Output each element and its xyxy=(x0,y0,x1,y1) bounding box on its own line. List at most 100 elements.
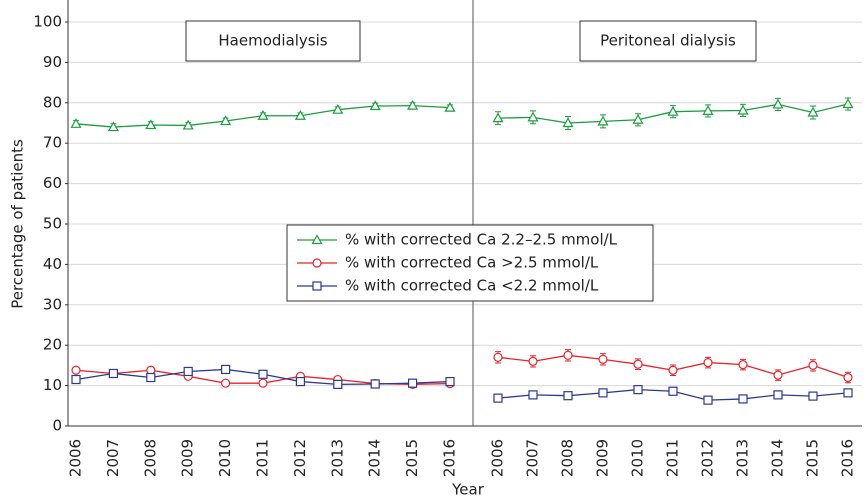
data-point xyxy=(258,378,268,388)
data-point xyxy=(370,379,380,389)
data-point xyxy=(738,394,748,404)
data-point xyxy=(369,100,381,111)
data-point xyxy=(221,378,231,388)
data-point xyxy=(702,105,714,115)
legend-marker xyxy=(311,234,323,245)
data-point xyxy=(71,365,81,375)
x-tick-label: 2014 xyxy=(769,439,787,477)
data-point xyxy=(703,357,713,368)
y-tick-label: 60 xyxy=(43,174,62,192)
data-point xyxy=(444,101,456,112)
y-tick-label: 90 xyxy=(43,53,62,71)
data-point xyxy=(843,372,853,383)
data-point xyxy=(145,119,157,130)
data-point xyxy=(808,391,818,401)
data-point xyxy=(71,374,81,385)
panel-title-box xyxy=(185,20,361,62)
data-point xyxy=(493,393,503,403)
data-point xyxy=(633,385,643,395)
data-point xyxy=(220,115,232,126)
data-point xyxy=(257,110,269,120)
data-point xyxy=(332,103,344,114)
x-tick-label: 2006 xyxy=(489,439,507,477)
data-point xyxy=(445,376,455,387)
legend-label: % with corrected Ca 2.2–2.5 mmol/L xyxy=(345,231,618,249)
y-tick-label: 20 xyxy=(43,336,62,354)
x-tick-label: 2013 xyxy=(734,439,752,477)
data-point xyxy=(668,365,678,375)
x-tick-label: 2010 xyxy=(216,439,234,477)
data-point xyxy=(703,395,713,405)
data-point xyxy=(562,117,574,128)
data-point xyxy=(563,391,573,401)
data-point xyxy=(842,98,854,109)
legend-box xyxy=(286,224,654,302)
data-point xyxy=(808,360,818,370)
legend-label: % with corrected Ca <2.2 mmol/L xyxy=(345,277,599,295)
data-point xyxy=(107,121,119,132)
legend-marker xyxy=(312,281,322,291)
data-point xyxy=(737,104,749,115)
x-tick-label: 2015 xyxy=(804,439,822,477)
data-point xyxy=(70,118,82,128)
data-point xyxy=(527,111,539,122)
x-tick-label: 2012 xyxy=(291,439,309,477)
x-tick-label: 2010 xyxy=(629,439,647,477)
panel-title: Haemodialysis xyxy=(218,32,327,50)
data-point xyxy=(221,364,231,375)
y-axis-label: Percentage of patients xyxy=(9,139,27,309)
data-point xyxy=(108,368,119,379)
y-tick-label: 100 xyxy=(33,13,62,31)
x-tick-label: 2007 xyxy=(104,439,122,477)
data-point xyxy=(258,369,268,379)
x-tick-label: 2016 xyxy=(839,439,857,477)
data-point xyxy=(493,352,503,362)
data-point xyxy=(182,119,194,130)
y-tick-label: 70 xyxy=(43,134,62,152)
x-tick-label: 2009 xyxy=(594,439,612,477)
x-axis-label: Year xyxy=(451,481,485,499)
data-point xyxy=(183,366,193,377)
data-point xyxy=(408,378,418,388)
data-point xyxy=(528,390,538,400)
data-point xyxy=(528,356,538,366)
data-point xyxy=(597,115,609,126)
data-point xyxy=(146,372,156,383)
x-tick-label: 2012 xyxy=(699,439,717,477)
x-tick-label: 2007 xyxy=(524,439,542,477)
panel-title-box xyxy=(579,20,757,62)
data-point xyxy=(333,379,343,389)
x-tick-label: 2011 xyxy=(254,439,272,477)
legend-label: % with corrected Ca >2.5 mmol/L xyxy=(345,254,599,272)
data-point xyxy=(295,376,305,387)
data-point xyxy=(668,386,678,396)
data-point xyxy=(407,99,419,110)
x-tick-label: 2016 xyxy=(441,439,459,477)
x-tick-label: 2011 xyxy=(664,439,682,477)
data-point xyxy=(772,98,784,109)
data-point xyxy=(773,390,783,400)
data-point xyxy=(632,114,644,124)
x-tick-label: 2015 xyxy=(403,439,421,477)
data-point xyxy=(598,354,608,364)
x-tick-label: 2013 xyxy=(328,439,346,477)
data-point xyxy=(492,112,504,123)
data-point xyxy=(294,110,306,120)
data-point xyxy=(633,359,643,369)
x-tick-label: 2009 xyxy=(179,439,197,477)
y-tick-label: 30 xyxy=(43,295,62,313)
panel-title: Peritoneal dialysis xyxy=(600,32,736,50)
legend-marker xyxy=(312,258,322,268)
x-tick-label: 2008 xyxy=(559,439,577,477)
data-point xyxy=(807,106,819,117)
x-tick-label: 2014 xyxy=(366,439,384,477)
data-point xyxy=(667,105,679,116)
data-point xyxy=(738,359,748,370)
y-tick-label: 10 xyxy=(43,376,62,394)
data-point xyxy=(843,388,853,398)
y-tick-label: 0 xyxy=(52,417,62,435)
data-point xyxy=(598,388,608,398)
data-point xyxy=(773,370,783,380)
data-point xyxy=(563,350,573,360)
